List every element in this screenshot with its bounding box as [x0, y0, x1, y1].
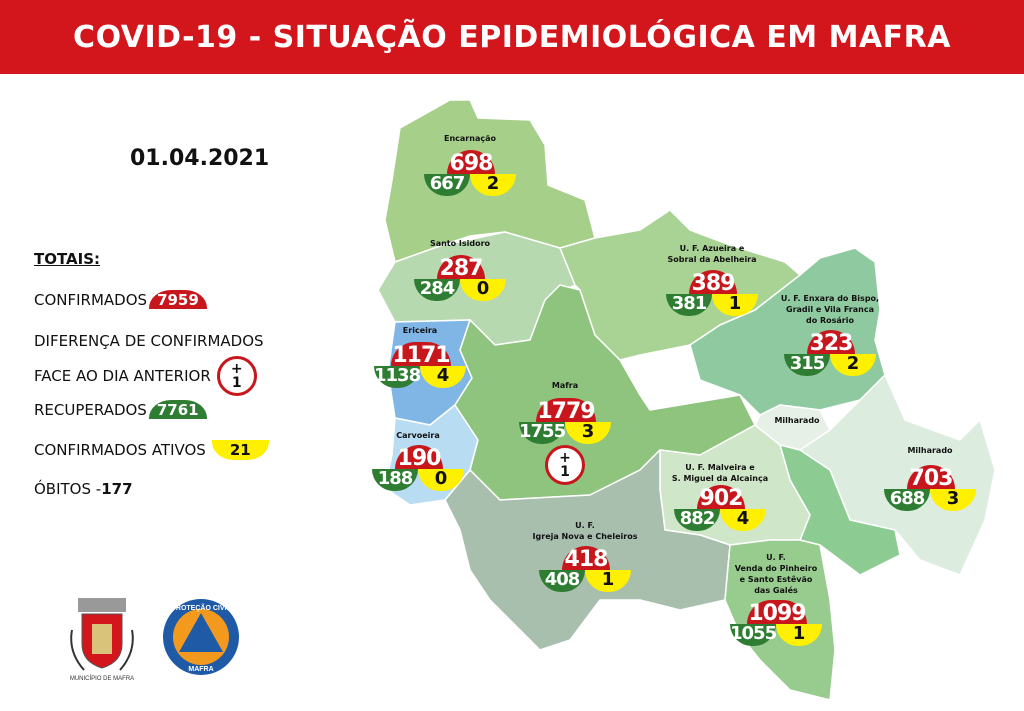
parish-name: U. F. Venda do Pinheiro e Santo Estêvão … [734, 553, 818, 595]
recovered-label: RECUPERADOS [34, 400, 147, 419]
diff-ring: +1 [216, 356, 257, 396]
recovered-count: 1055 [730, 623, 777, 646]
parish-name: U. F. Azueira e Sobral da Abelheira [667, 244, 757, 264]
parish-name: U. F. Enxara do Bispo, Gradil e Vila Fra… [780, 294, 880, 325]
active-count: 3 [930, 489, 976, 511]
active-count: 1 [776, 624, 822, 646]
protecao-civil-logo: PROTEÇÃO CIVIL MAFRA [163, 599, 239, 675]
confirmed-count: 902 [697, 485, 745, 511]
legend-active: CONFIRMADOS ATIVOS 21 [34, 440, 269, 460]
active-count: 4 [420, 366, 466, 388]
active-count: 2 [470, 174, 516, 196]
parish-name: U. F. Malveira e S. Miguel da Alcainça [671, 463, 769, 483]
recovered-count: 667 [424, 174, 470, 196]
active-count: 2 [830, 354, 876, 376]
parish-name: Mafra [551, 381, 579, 390]
plus-icon: + [559, 450, 571, 466]
parish-name: Encarnação [444, 134, 496, 143]
parish-badge: 1171 1138 4 [374, 342, 466, 390]
recovered-total: 7761 [148, 400, 207, 419]
municipio-crest-logo: MUNICÍPIO DE MAFRA [70, 598, 134, 682]
svg-text:MUNICÍPIO DE MAFRA: MUNICÍPIO DE MAFRA [70, 675, 134, 682]
confirmed-total: 7959 [149, 290, 207, 309]
confirmed-count: 190 [395, 445, 443, 471]
confirmed-label: CONFIRMADOS [34, 290, 148, 309]
active-count: 0 [418, 469, 464, 491]
recovered-count: 381 [666, 294, 712, 316]
parish-name: Ericeira [402, 326, 438, 335]
active-count: 1 [585, 570, 631, 592]
recovered-count: 188 [372, 469, 418, 491]
diff-value: 1 [231, 375, 242, 391]
parish-badge: 1779 1755 3 [519, 398, 611, 446]
deaths-total: 177 [101, 480, 133, 498]
confirmed-count: 1099 [747, 600, 807, 626]
parish-badge: 1099 1055 1 [730, 600, 822, 648]
parish-name: U. F. Igreja Nova e Cheleiros [532, 521, 638, 541]
svg-text:PROTEÇÃO CIVIL: PROTEÇÃO CIVIL [171, 603, 231, 612]
parish-badge: 418 408 1 [539, 546, 631, 594]
region-enxara [689, 247, 886, 416]
confirmed-count: 389 [689, 270, 737, 296]
active-count: 1 [712, 294, 758, 316]
parish-badge: 698 667 2 [424, 150, 516, 198]
active-count: 0 [460, 279, 506, 301]
legend-deaths: ÓBITOS - 177 [34, 480, 133, 498]
confirmed-count: 1779 [536, 398, 596, 424]
parish-name: Carvoeira [396, 431, 440, 440]
active-count: 4 [720, 509, 766, 531]
plus-icon: + [230, 361, 243, 377]
parish-badge: 902 882 4 [674, 485, 766, 533]
confirmed-count: 703 [907, 465, 955, 491]
active-total: 21 [211, 440, 269, 460]
parish-name: Santo Isidoro [429, 239, 491, 248]
svg-text:MAFRA: MAFRA [188, 666, 213, 673]
legend-recovered: RECUPERADOS 7761 [34, 400, 207, 419]
recovered-count: 315 [784, 354, 830, 376]
confirmed-count: 418 [562, 546, 610, 572]
recovered-count: 688 [884, 489, 930, 511]
diff-ring: +1 [545, 445, 585, 485]
recovered-count: 1138 [374, 365, 421, 388]
parish-badge: 287 284 0 [414, 255, 506, 303]
legend-diff: FACE AO DIA ANTERIOR +1 [34, 356, 257, 396]
recovered-count: 1755 [519, 421, 566, 444]
parish-badge: 323 315 2 [784, 330, 876, 378]
recovered-count: 882 [674, 509, 720, 531]
header-banner: COVID-19 - SITUAÇÃO EPIDEMIOLÓGICA EM MA… [0, 0, 1024, 74]
parish-badge: 190 188 0 [372, 445, 464, 493]
active-label: CONFIRMADOS ATIVOS [34, 441, 206, 459]
report-date: 01.04.2021 [130, 146, 270, 171]
diff-value: 1 [560, 464, 570, 480]
confirmed-count: 323 [807, 330, 855, 356]
confirmed-count: 698 [447, 150, 495, 176]
parish-badge: 389 381 1 [666, 270, 758, 318]
parish-badge: 703 688 3 [884, 465, 976, 513]
active-count: 3 [565, 422, 611, 444]
legend-confirmed: CONFIRMADOS 7959 [34, 290, 207, 309]
recovered-count: 408 [539, 570, 585, 592]
confirmed-count: 1171 [391, 342, 451, 368]
deaths-label: ÓBITOS - [34, 480, 102, 498]
map-label-milharado: Milharado [774, 416, 820, 425]
page-title: COVID-19 - SITUAÇÃO EPIDEMIOLÓGICA EM MA… [73, 19, 951, 55]
recovered-count: 284 [414, 279, 460, 301]
legend-diff-line1: DIFERENÇA DE CONFIRMADOS [34, 332, 264, 350]
parish-name: Milharado [907, 446, 953, 455]
totals-title: TOTAIS: [34, 250, 101, 268]
confirmed-count: 287 [437, 255, 485, 281]
diff-label: FACE AO DIA ANTERIOR [34, 367, 211, 385]
